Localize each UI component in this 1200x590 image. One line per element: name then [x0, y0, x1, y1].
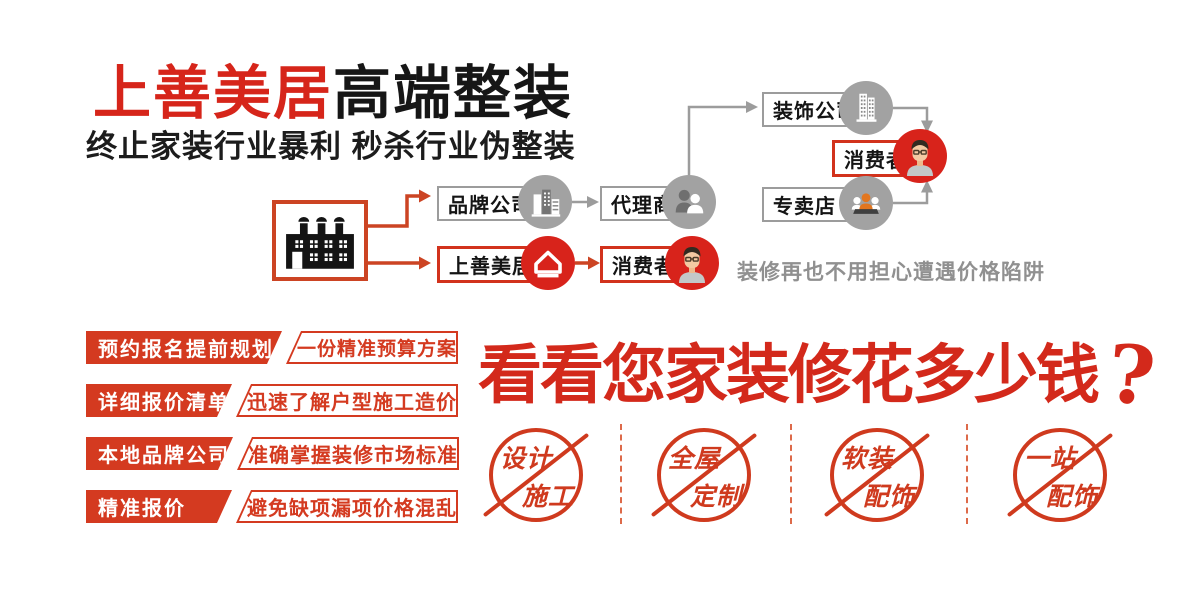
counter-team-icon — [851, 193, 881, 214]
benefit-desc-text: 迅速了解户型施工造价 — [239, 386, 456, 415]
stamp-design-construction: 设计 施工 — [482, 428, 590, 522]
stamp-bottom-label: 施工 — [521, 482, 574, 511]
benefit-label-text: 详细报价清单 — [98, 392, 230, 414]
benefit-desc-box: 迅速了解户型施工造价 — [236, 384, 458, 417]
stamp-whole-house-custom: 全屋 定制 — [650, 428, 758, 522]
benefit-label-text: 品牌公司 — [142, 445, 230, 467]
benefit-desc-box: 避免缺项漏项价格混乱 — [236, 490, 458, 523]
factory-icon — [286, 216, 354, 269]
stamp-bottom-label: 配饰 — [1045, 482, 1098, 511]
person-avatar-icon — [907, 140, 933, 176]
person-avatar-icon — [679, 247, 705, 283]
page-title: 上善美居高端整装 — [93, 46, 573, 130]
page-subtitle: 终止家装行业暴利 秒杀行业伪整装 — [86, 129, 576, 164]
dashed-divider — [966, 424, 968, 524]
consumer-lower-circle — [665, 236, 719, 290]
stamp-circle — [489, 428, 583, 522]
headline-question-mark: ? — [1103, 326, 1159, 424]
agent-circle — [662, 175, 716, 229]
benefit-label-prefix: 本地 — [98, 445, 142, 467]
stamp-bottom-label: 配饰 — [862, 482, 915, 511]
stamp-soft-decor: 软装 配饰 — [823, 428, 931, 522]
benefit-desc-box: 准确掌握装修市场标准 — [237, 437, 459, 470]
benefit-desc-text: 避免缺项漏项价格混乱 — [239, 492, 456, 521]
headline: 看看您家装修花多少钱? — [478, 324, 1159, 424]
stamp-one-stop-accessories: 一站 配饰 — [1006, 428, 1114, 522]
benefit-label: 本地 品牌公司 — [86, 437, 233, 470]
consumer-upper-circle — [893, 129, 947, 183]
diagram-caption: 装修再也不用担心遭遇价格陷阱 — [737, 261, 1045, 284]
buildings-icon — [531, 189, 561, 217]
benefit-row: 本地 品牌公司 准确掌握装修市场标准 — [86, 437, 459, 470]
benefit-label: 详细报价清单 — [86, 384, 232, 417]
benefit-label: 预约报名提前规划 — [86, 331, 282, 364]
benefit-label: 精准报价 — [86, 490, 232, 523]
benefit-label-text: 精准报价 — [98, 498, 186, 520]
store-circle — [839, 176, 893, 230]
stamp-bottom-label: 定制 — [689, 482, 742, 511]
benefit-row: 详细报价清单 迅速了解户型施工造价 — [86, 384, 458, 417]
stamp-circle — [657, 428, 751, 522]
benefit-desc-text: 准确掌握装修市场标准 — [240, 439, 457, 468]
stamp-circle — [830, 428, 924, 522]
brand-company-circle — [518, 175, 572, 229]
benefit-desc-box: 一份精准预算方案 — [286, 331, 458, 364]
page-title-brand: 上善美居 — [93, 61, 334, 126]
tower-building-icon — [856, 93, 877, 122]
headline-text: 看看您家装修花多少钱 — [478, 338, 1100, 413]
decoration-company-circle — [839, 81, 893, 135]
page-title-suffix: 高端整装 — [333, 61, 574, 126]
benefit-desc-text: 一份精准预算方案 — [289, 333, 456, 362]
dashed-divider — [790, 424, 792, 524]
dashed-divider — [620, 424, 622, 524]
benefit-label-text: 预约报名提前规划 — [98, 339, 274, 361]
benefit-row: 精准报价 避免缺项漏项价格混乱 — [86, 490, 458, 523]
ssmj-circle — [521, 236, 575, 290]
house-icon — [534, 250, 562, 278]
benefit-row: 预约报名提前规划 一份精准预算方案 — [86, 331, 458, 364]
stamp-circle — [1013, 428, 1107, 522]
factory-node — [272, 200, 368, 281]
two-people-icon — [675, 189, 704, 214]
